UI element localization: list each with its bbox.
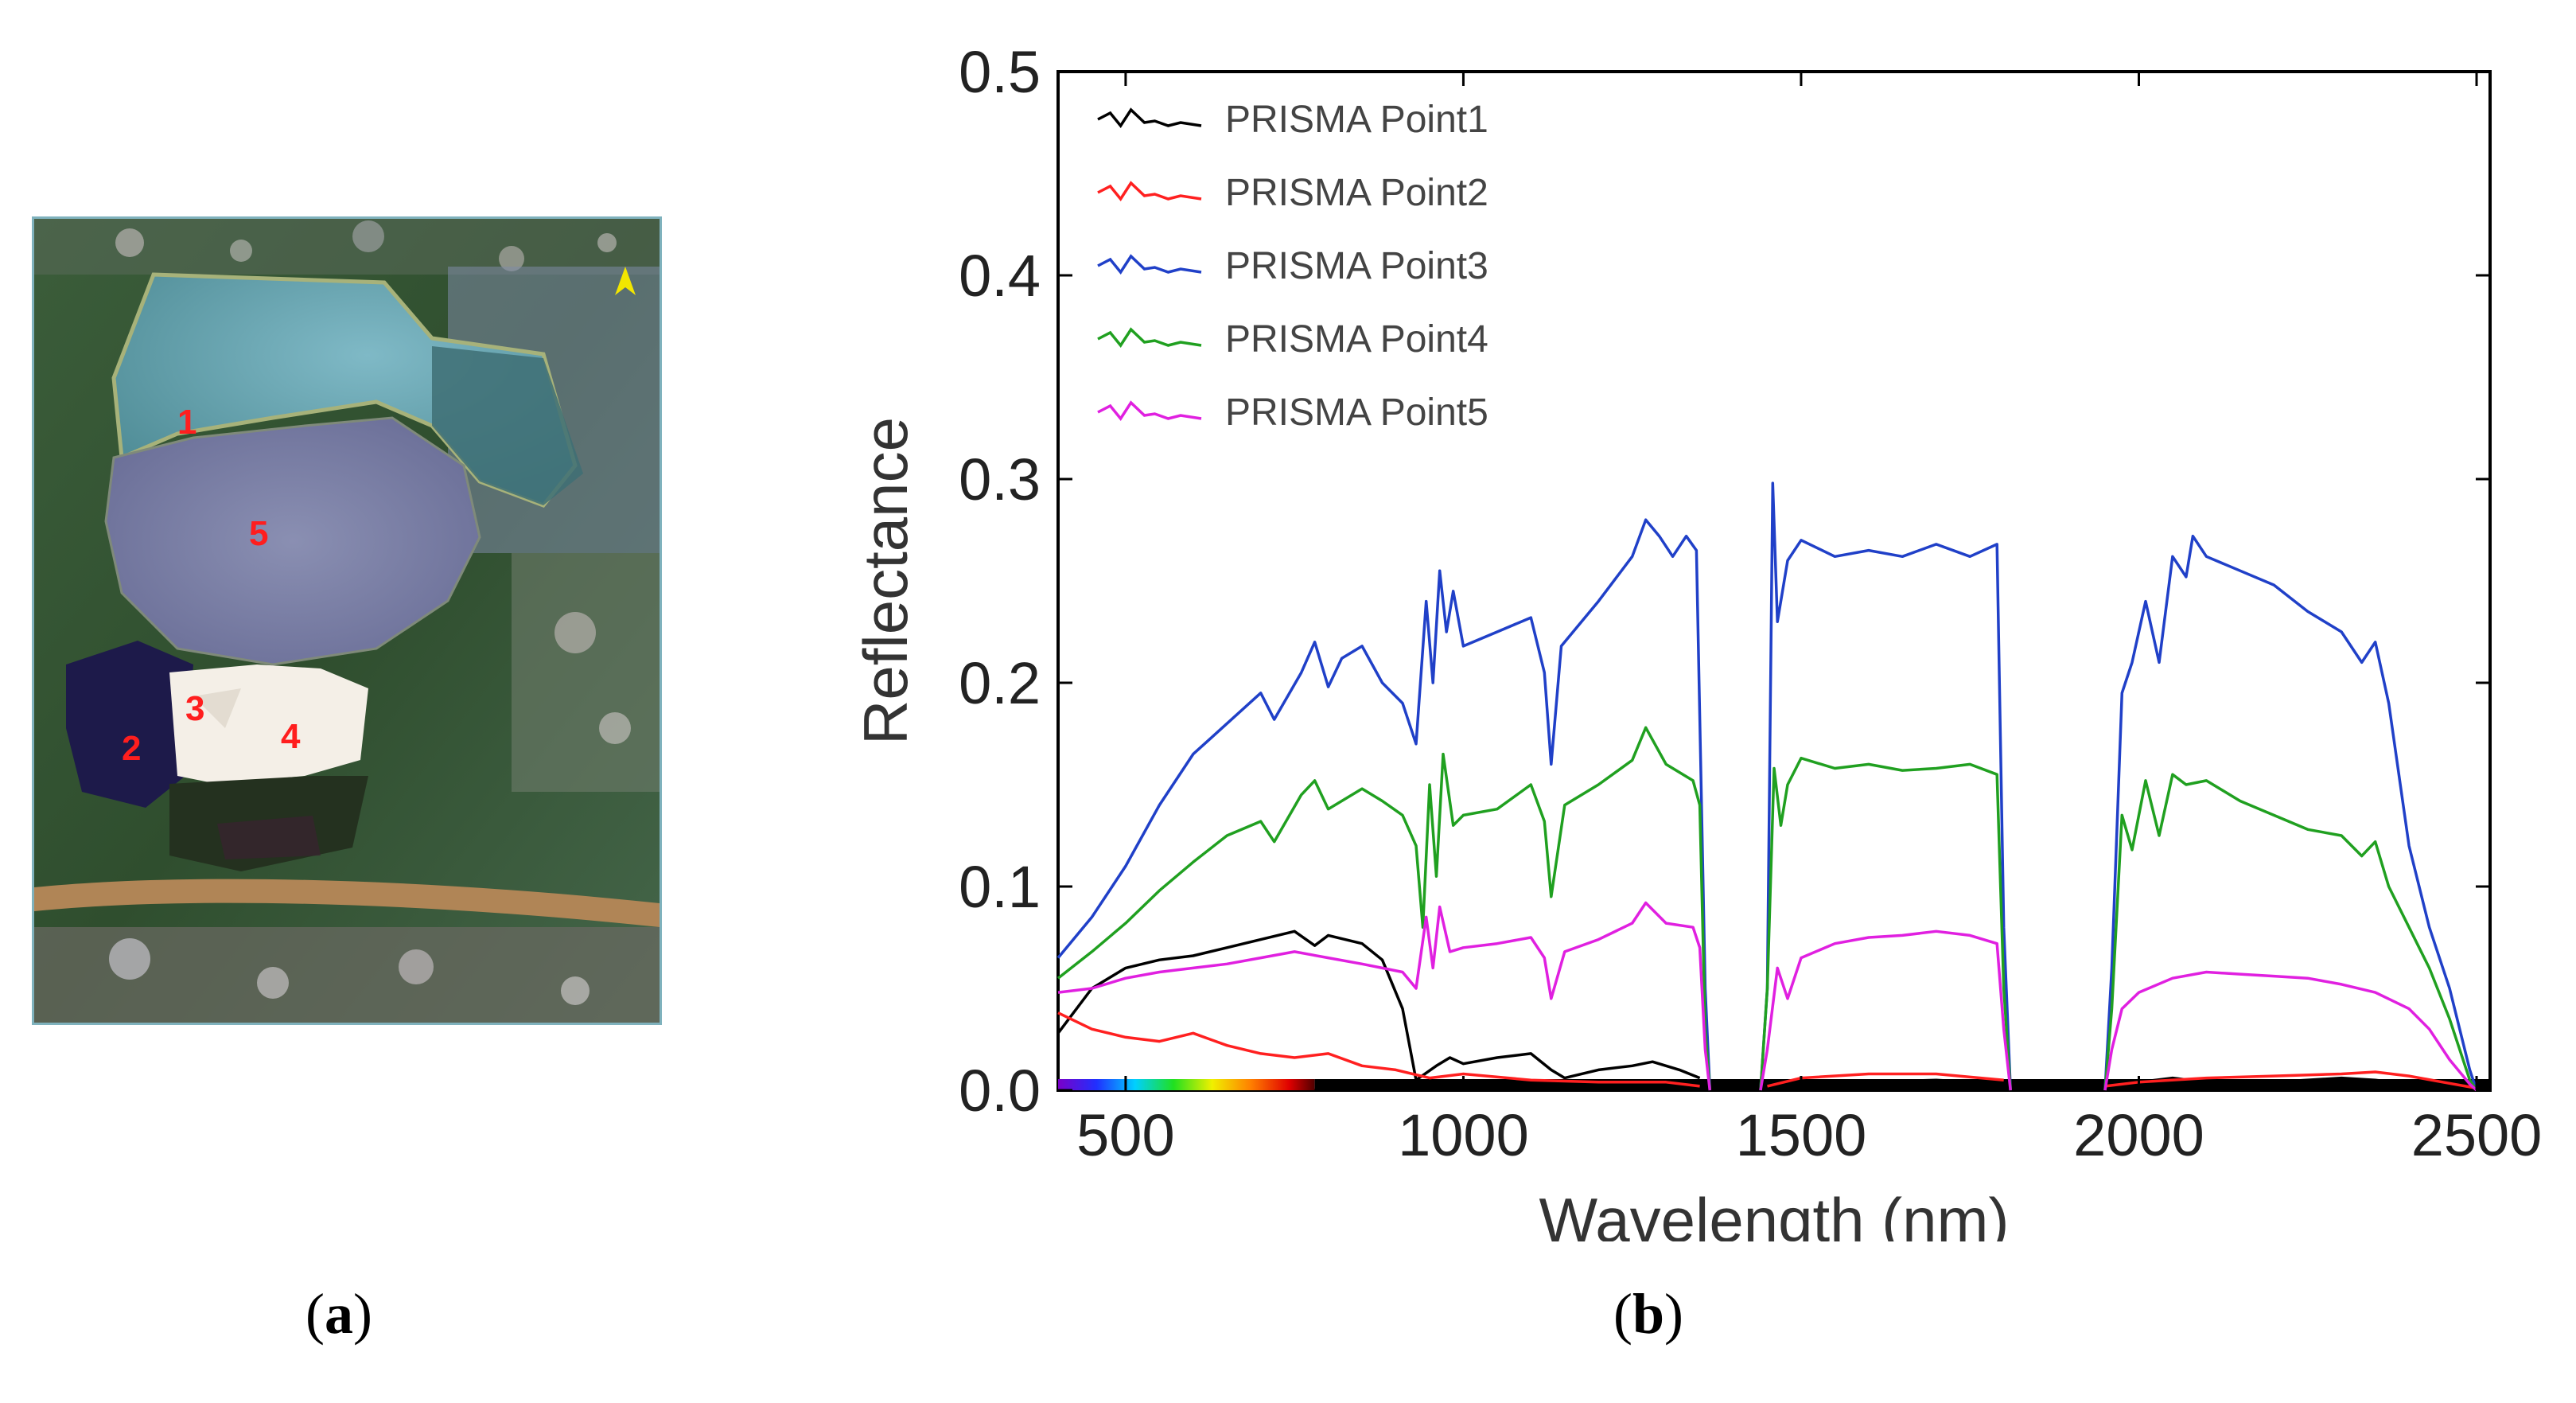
point-label-3: 3	[185, 689, 204, 728]
x-tick-label: 500	[1076, 1102, 1174, 1168]
legend-swatch	[1097, 327, 1202, 348]
north-arrow-icon	[615, 267, 636, 295]
plot-frame	[1056, 70, 2492, 1092]
x-tick-label: 2000	[2073, 1102, 2204, 1168]
legend-label: PRISMA Point2	[1225, 172, 1488, 214]
legend-swatch	[1097, 107, 1202, 128]
y-tick-label: 0.1	[959, 854, 1041, 920]
legend-swatch	[1097, 181, 1202, 201]
y-tick-label: 0.5	[959, 39, 1041, 105]
x-axis-label: Wavelength (nm)	[1539, 1185, 2010, 1241]
legend-label: PRISMA Point5	[1225, 392, 1488, 434]
y-tick-label: 0.4	[959, 243, 1041, 309]
series-line	[1057, 1011, 1700, 1088]
series-4	[1056, 726, 2478, 1091]
x-tick-label: 2500	[2411, 1102, 2543, 1168]
spectrum-gradient	[1058, 1079, 1315, 1090]
series-line	[1057, 901, 1712, 1091]
series-2	[1057, 1011, 2477, 1090]
legend-swatch	[1097, 400, 1202, 421]
legend-label: PRISMA Point4	[1225, 318, 1488, 360]
y-tick-label: 0.0	[959, 1058, 1041, 1124]
series-line	[1056, 518, 1712, 1091]
series-line	[2103, 970, 2478, 1092]
series-line	[1767, 1078, 2004, 1088]
legend-label: PRISMA Point3	[1225, 245, 1488, 287]
point-label-1: 1	[177, 403, 197, 442]
satellite-image: 1 2 3 4 5	[34, 219, 660, 1023]
point-label-2: 2	[122, 729, 141, 768]
plot-border	[1056, 70, 2492, 1092]
series-5	[1057, 901, 2478, 1092]
series-line	[1759, 929, 2012, 1091]
series-line	[2103, 773, 2478, 1091]
series-line	[1759, 756, 2012, 1091]
caption-b: (b)	[1613, 1282, 1684, 1346]
series-layer	[1056, 481, 2478, 1092]
y-tick-label: 0.3	[959, 446, 1041, 512]
legend-swatch	[1097, 254, 1202, 275]
y-axis-label: Reflectance	[850, 417, 920, 745]
y-tick-label: 0.2	[959, 650, 1041, 716]
point-label-5: 5	[249, 514, 268, 553]
series-line	[1767, 1072, 2004, 1088]
series-line	[1056, 726, 1712, 1091]
series-line	[2104, 1070, 2477, 1090]
caption-a: (a)	[305, 1282, 372, 1346]
series-line	[2103, 534, 2478, 1091]
series-line	[1056, 929, 1701, 1081]
series-line	[1759, 481, 2012, 1091]
satellite-image-panel: 1 2 3 4 5	[32, 216, 662, 1025]
series-3	[1056, 481, 2478, 1091]
point-label-4: 4	[281, 717, 301, 756]
legend: PRISMA Point1 PRISMA Point2 PRISMA Point3 P…	[1097, 99, 1488, 434]
x-tick-label: 1000	[1398, 1102, 1529, 1168]
legend-label: PRISMA Point1	[1225, 99, 1488, 141]
ticks-layer: 500 1000 1500 2000 2500 0.0 0.1 0.2 0.3 0.4 0.5	[959, 39, 2542, 1168]
reflectance-chart: 500 1000 1500 2000 2500 0.0 0.1 0.2 0.3 0.4 0.5 PR…	[850, 39, 2542, 1241]
x-tick-label: 1500	[1736, 1102, 1867, 1168]
